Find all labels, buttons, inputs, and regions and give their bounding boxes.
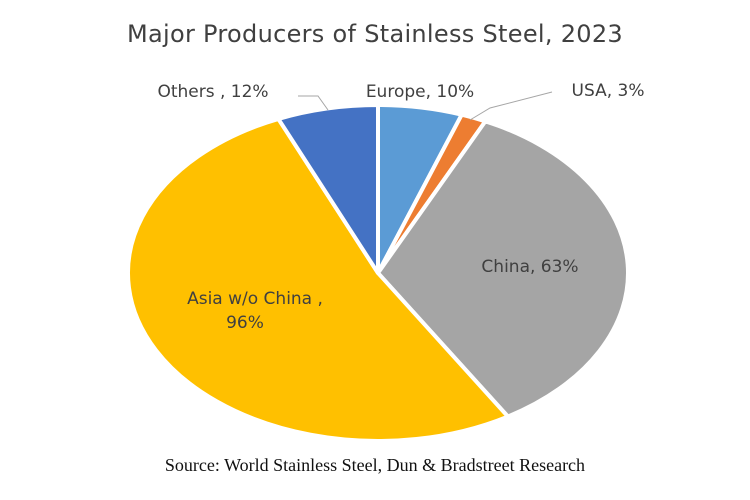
- data-label-asia-line1: Asia w/o China ,: [187, 289, 323, 309]
- data-label-others: Others , 12%: [157, 82, 268, 102]
- data-label-china: China, 63%: [481, 257, 578, 277]
- data-label-asia-line2: 96%: [226, 313, 264, 333]
- chart-title: Major Producers of Stainless Steel, 2023: [127, 20, 623, 48]
- chart-source: Source: World Stainless Steel, Dun & Bra…: [164, 455, 586, 475]
- data-label-usa: USA, 3%: [572, 81, 645, 101]
- data-label-europe: Europe, 10%: [366, 82, 474, 102]
- leader-line-usa: [469, 91, 553, 121]
- pie-slice-asia-w-o-china: [126, 116, 510, 443]
- pie-slice-china: [376, 119, 630, 419]
- leader-line-others: [298, 95, 329, 111]
